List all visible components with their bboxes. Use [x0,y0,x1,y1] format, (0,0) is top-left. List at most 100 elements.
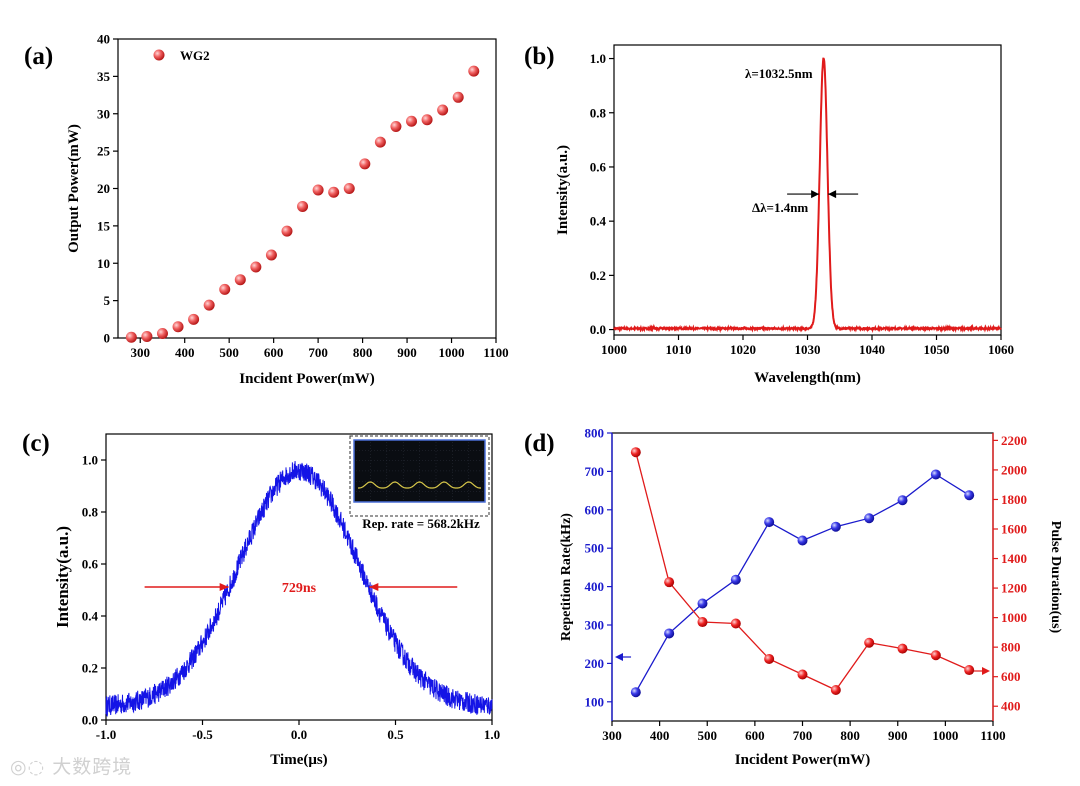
right-axis-arrowhead [982,667,990,675]
data-point [390,120,402,132]
x-axis-label: Wavelength(nm) [754,370,861,386]
y-tick-label: 700 [585,464,605,479]
x-tick-label: 1020 [730,342,756,357]
x-tick-label: 700 [308,345,328,360]
y2-tick-label: 600 [1001,669,1021,684]
y-tick-label: 35 [97,69,111,84]
data-point [437,104,449,116]
fwhm-arrowhead-left [811,190,820,199]
plot-frame [613,44,1002,336]
y2-tick-label: 1400 [1001,551,1027,566]
panel-a: 300 400 500 600 700 800 900 1000 1100 0 5 10 15 20 25 3… [24,32,509,388]
pulse-duration-point [697,617,708,628]
left-axis-arrowhead [615,653,623,661]
width-annotation: 729ns [282,581,317,596]
data-point [281,225,293,237]
x-tick-label: 1010 [666,342,692,357]
repetition-rate-point [830,521,841,532]
y-tick-label: 1.0 [82,453,98,468]
repetition-rate-point [730,574,741,585]
y-tick-label: 100 [585,694,605,709]
x-tick-label: 600 [264,345,284,360]
panel-label: (d) [524,430,555,457]
data-point [297,200,309,212]
x-tick-label: 900 [397,345,417,360]
plot-frame [117,38,497,339]
repetition-rate-point [664,628,675,639]
data-point [374,136,386,148]
repetition-rate-point [764,517,775,528]
watermark: ◎◌ 大数跨境 [10,752,132,779]
y2-tick-label: 800 [1001,640,1021,655]
y-axis-label: Intensity(a.u.) [53,526,72,628]
x-tick-label: 300 [130,345,150,360]
x-tick-label: 500 [219,345,239,360]
x-tick-label: 300 [602,728,622,743]
y-tick-label: 10 [97,256,110,271]
x-tick-label: 700 [793,728,813,743]
pulse-trace [105,461,493,717]
data-point [125,331,137,343]
x-tick-label: 400 [650,728,670,743]
data-point [265,249,277,261]
pulse-duration-point [764,653,775,664]
scope-waveform [358,481,481,489]
x-axis-label: Incident Power(mW) [239,371,374,387]
y-tick-label: 1.0 [590,51,606,66]
data-point [219,283,231,295]
repetition-rate-point [797,535,808,546]
panel-c: -1.0 -0.5 0.0 0.5 1.0 0.0 0.2 0.4 0.6 0.8 1.0 (c) Ti… [22,430,500,768]
repetition-rate-point [630,687,641,698]
data-point [421,114,433,126]
y-tick-label: 400 [585,579,605,594]
y-tick-label: 25 [97,144,111,159]
data-point [172,321,184,333]
x-tick-label: 1040 [859,342,885,357]
x-tick-label: 1100 [483,345,508,360]
y-tick-label: 0.0 [82,713,98,728]
spectrum-line [613,57,1002,334]
data-point [141,331,153,343]
repetition-rate-point [897,495,908,506]
y2-tick-label: 1800 [1001,492,1027,507]
y-tick-label: 0.8 [590,105,607,120]
x-tick-label: 1.0 [484,727,500,742]
x-tick-label: 1050 [924,342,950,357]
y-tick-label: 5 [104,293,111,308]
panel-d: 300 400 500 600 700 800 900 1000 1100 100 200 300 40… [524,426,1063,769]
y2-tick-label: 1000 [1001,610,1027,625]
x-tick-label: 0.0 [291,727,307,742]
y-tick-label: 0.4 [82,609,99,624]
x-tick-label: 1000 [439,345,465,360]
peak-annotation: λ=1032.5nm [745,66,813,81]
pulse-duration-point [864,637,875,648]
y-tick-label: 40 [97,32,110,47]
pulse-duration-point [930,650,941,661]
watermark-text: 大数跨境 [52,756,133,778]
pulse-duration-point [964,665,975,676]
x-tick-label: 1000 [932,728,958,743]
y-tick-label: 0.6 [82,557,99,572]
x-tick-label: 1000 [601,342,627,357]
oscilloscope-inset: Rep. rate = 568.2kHz [349,435,490,531]
data-point [203,299,215,311]
data-point [468,65,480,77]
repetition-rate-point [930,469,941,480]
pulse-duration-point [730,618,741,629]
y-tick-label: 800 [585,426,605,441]
x-tick-label: 500 [698,728,718,743]
data-point [343,183,355,194]
y-tick-label: 0.4 [590,214,607,229]
y2-tick-label: 1200 [1001,581,1027,596]
y-axis-label: Repetition Rate(kHz) [559,513,574,641]
repetition-rate-point [964,490,975,501]
y-tick-label: 200 [585,656,605,671]
legend-marker [153,49,165,61]
repetition-rate-line [635,473,970,693]
y-tick-label: 20 [97,181,110,196]
weibo-logo-icon: ◎◌ [10,756,53,778]
x-tick-label: 400 [175,345,195,360]
pulse-duration-point [664,577,675,588]
y-tick-label: 0.6 [590,159,607,174]
y2-tick-label: 400 [1001,699,1021,714]
